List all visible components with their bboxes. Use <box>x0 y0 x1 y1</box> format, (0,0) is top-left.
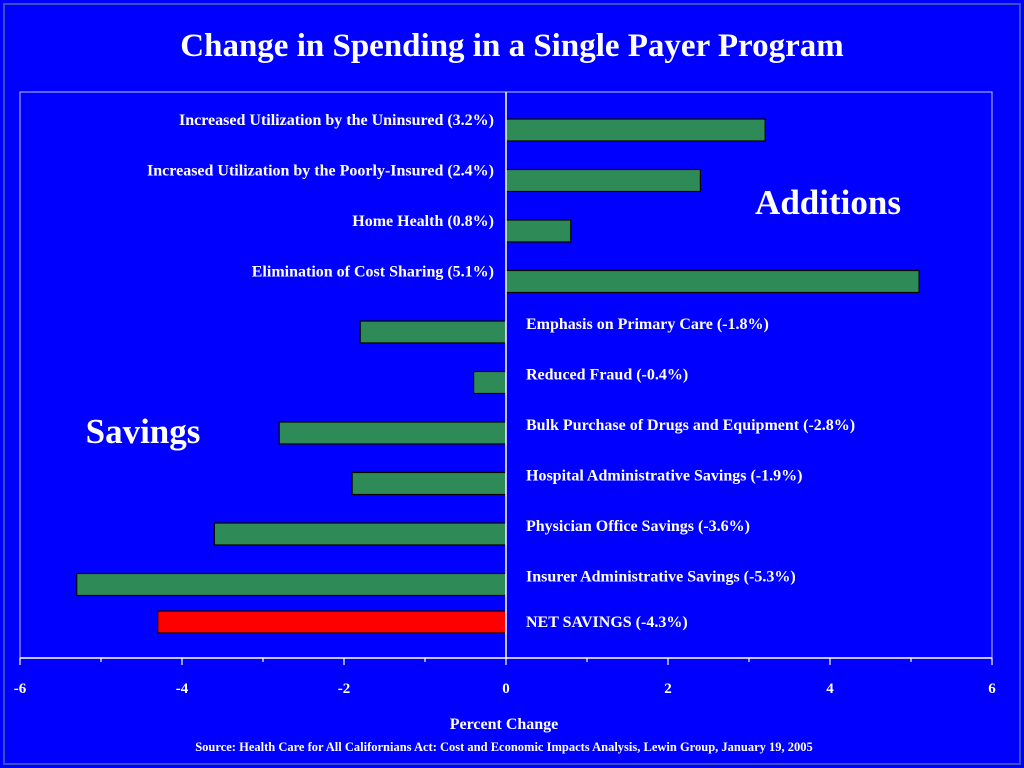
category-label-3: Elimination of Cost Sharing (5.1%) <box>252 264 494 281</box>
x-tick-label: 4 <box>826 681 834 697</box>
savings-annotation: Savings <box>86 412 201 451</box>
category-labels-group: Increased Utilization by the Uninsured (… <box>147 112 855 631</box>
bar-7 <box>351 471 507 496</box>
x-tick-label: -2 <box>338 681 351 697</box>
additions-annotation: Additions <box>755 183 901 222</box>
category-label-4: Emphasis on Primary Care (-1.8%) <box>526 316 769 333</box>
bar-5 <box>473 370 507 395</box>
source-note: Source: Health Care for All Californians… <box>195 740 813 754</box>
category-label-net-savings: NET SAVINGS (-4.3%) <box>526 614 688 631</box>
bar-1 <box>505 168 701 193</box>
x-tick-label: 2 <box>664 681 672 697</box>
category-label-5: Reduced Fraud (-0.4%) <box>526 367 688 384</box>
bar-9 <box>76 572 507 597</box>
bar-4 <box>359 320 507 344</box>
category-label-2: Home Health (0.8%) <box>352 213 494 230</box>
category-label-7: Hospital Administrative Savings (-1.9%) <box>526 468 802 485</box>
category-label-0: Increased Utilization by the Uninsured (… <box>179 112 494 129</box>
bar-0 <box>505 118 766 142</box>
slide-border <box>3 3 1021 765</box>
x-ticks-group: -6 -4 -2 0 2 4 6 <box>14 658 996 697</box>
category-label-9: Insurer Administrative Savings (-5.3%) <box>526 569 796 586</box>
bar-net-savings <box>157 610 507 634</box>
x-axis-label: Percent Change <box>450 716 559 733</box>
bar-2 <box>505 219 572 243</box>
category-label-8: Physician Office Savings (-3.6%) <box>526 518 750 535</box>
x-tick-label: 0 <box>502 681 510 697</box>
bar-6 <box>278 421 507 445</box>
x-tick-label: 6 <box>988 681 996 697</box>
category-label-6: Bulk Purchase of Drugs and Equipment (-2… <box>526 417 855 434</box>
x-tick-label: -4 <box>176 681 189 697</box>
x-tick-label: -6 <box>14 681 27 697</box>
bar-3 <box>505 269 920 294</box>
bar-8 <box>213 522 507 546</box>
bars-group <box>76 118 920 634</box>
chart-title: Change in Spending in a Single Payer Pro… <box>180 28 843 64</box>
category-label-1: Increased Utilization by the Poorly-Insu… <box>147 163 494 180</box>
